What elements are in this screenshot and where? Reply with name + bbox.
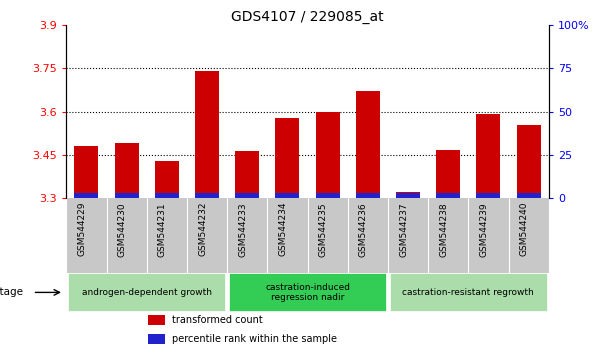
Bar [235,193,259,198]
Text: castration-resistant regrowth: castration-resistant regrowth [402,288,534,297]
Text: GSM544232: GSM544232 [198,202,207,256]
Text: GSM544236: GSM544236 [359,202,368,257]
Text: androgen-dependent growth: androgen-dependent growth [82,288,212,297]
Text: GSM544239: GSM544239 [479,202,488,257]
Bar [436,193,460,198]
Bar [476,114,500,198]
Bar [276,118,300,198]
Bar [148,315,165,325]
Bar [195,193,219,198]
Text: percentile rank within the sample: percentile rank within the sample [172,334,338,344]
Bar [436,150,460,198]
Bar [315,112,339,198]
Text: castration-induced
regression nadir: castration-induced regression nadir [265,283,350,302]
Text: transformed count: transformed count [172,315,263,325]
Bar [517,125,541,198]
Bar [115,193,139,198]
Text: GSM544237: GSM544237 [399,202,408,257]
Bar [115,143,139,198]
Bar [195,71,219,198]
Text: GSM544229: GSM544229 [77,202,86,256]
Bar [74,193,98,198]
Bar [235,150,259,198]
Bar [396,192,420,198]
Bar [356,91,380,198]
Bar [68,273,225,312]
Text: GSM544234: GSM544234 [279,202,288,256]
Bar [155,193,179,198]
Bar [390,273,547,312]
Text: GSM544238: GSM544238 [439,202,448,257]
Bar [276,193,300,198]
Text: GSM544233: GSM544233 [238,202,247,257]
Text: development stage: development stage [0,287,23,297]
Text: GSM544235: GSM544235 [318,202,327,257]
Bar [356,193,380,198]
Bar [229,273,386,312]
Title: GDS4107 / 229085_at: GDS4107 / 229085_at [231,10,384,24]
Bar [396,193,420,198]
Bar [517,193,541,198]
Bar [148,335,165,344]
Text: GSM544230: GSM544230 [118,202,127,257]
Bar [74,146,98,198]
Bar [155,161,179,198]
Text: GSM544231: GSM544231 [158,202,167,257]
Text: GSM544240: GSM544240 [520,202,529,256]
Bar [315,193,339,198]
Bar [476,193,500,198]
